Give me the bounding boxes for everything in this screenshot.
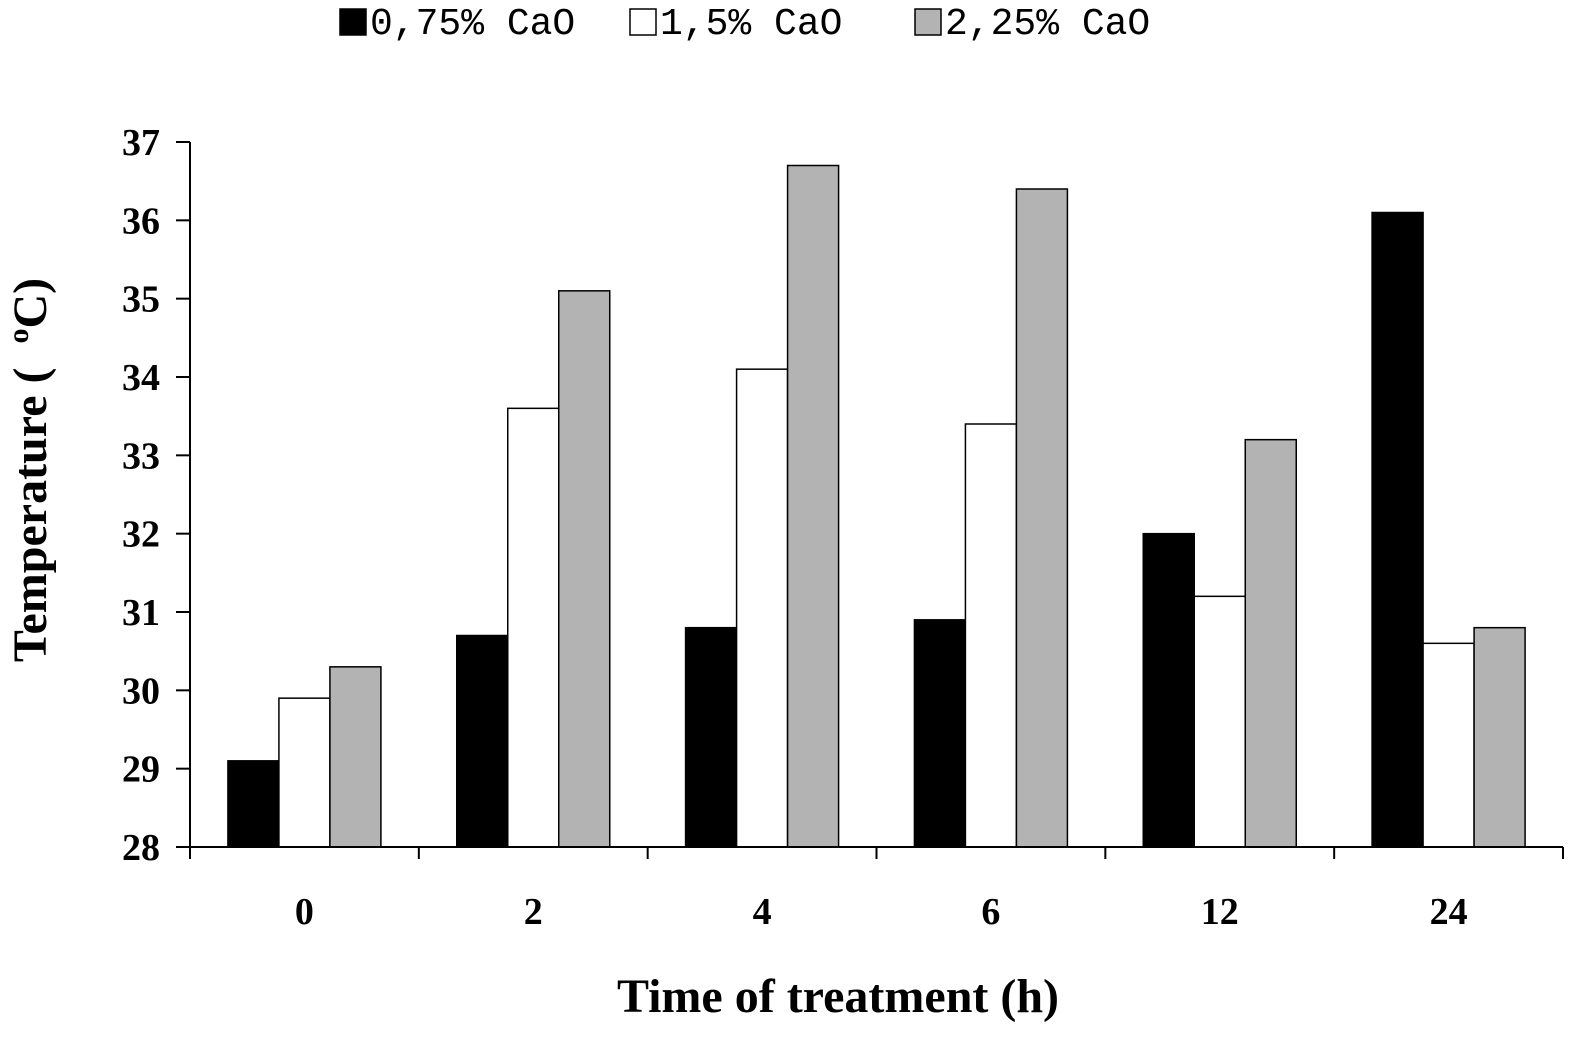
legend-swatch-2: [629, 8, 657, 36]
legend-label-1: 0,75% CaO: [370, 3, 575, 46]
bar-3-24: [1473, 626, 1526, 848]
y-tick-label: 32: [122, 514, 160, 556]
x-tick-labels: 0 2 4 6 12 24: [295, 891, 1468, 933]
bar-3-4: [786, 164, 840, 848]
axes: [176, 141, 1564, 859]
x-tick-label: 6: [981, 891, 1000, 933]
legend-label-2: 1,5% CaO: [660, 3, 842, 46]
y-axis-title-degree: o: [2, 329, 35, 344]
bar-2-4: [735, 368, 789, 848]
y-axis-title: Temperature ( oC): [2, 278, 57, 662]
y-tick-label: 28: [122, 827, 160, 869]
y-tick-label: 29: [122, 749, 160, 791]
bar-1-4: [684, 626, 738, 848]
x-tick-label: 0: [295, 891, 314, 933]
y-axis-title-main: Temperature (: [4, 344, 57, 663]
bars: [227, 164, 1526, 848]
y-tick-label: 36: [122, 200, 160, 242]
bar-2-12: [1193, 595, 1246, 848]
bar-2-0: [278, 697, 331, 848]
y-tick-label: 30: [122, 670, 160, 712]
legend-swatch-1: [339, 8, 367, 36]
bar-3-12: [1244, 438, 1297, 848]
bar-3-2: [558, 290, 611, 848]
bar-3-0: [329, 666, 382, 848]
bar-1-12: [1142, 532, 1195, 848]
x-axis-title: Time of treatment (h): [617, 970, 1059, 1023]
y-tick-label: 31: [122, 592, 160, 634]
x-tick-label: 2: [524, 891, 543, 933]
legend-label-3: 2,25% CaO: [945, 3, 1150, 46]
legend-swatch-3: [914, 8, 942, 36]
x-tick-label: 12: [1201, 891, 1239, 933]
y-tick-label: 33: [122, 435, 160, 477]
y-tick-label: 35: [122, 279, 160, 321]
bar-1-0: [227, 760, 280, 848]
bar-3-6: [1015, 188, 1069, 848]
legend: 0,75% CaO 1,5% CaO 2,25% CaO: [339, 3, 1150, 46]
y-axis-title-unit: C): [4, 278, 57, 329]
x-tick-label: 4: [753, 891, 772, 933]
bar-1-2: [456, 634, 509, 848]
bar-2-6: [964, 423, 1018, 848]
x-tick-label: 24: [1430, 891, 1468, 933]
bar-1-24: [1371, 211, 1424, 848]
y-tick-label: 37: [122, 122, 160, 164]
y-tick-labels: 28 29 30 31 32 33 34 35 36 37: [122, 122, 160, 869]
bar-1-6: [913, 619, 967, 848]
bar-2-24: [1422, 642, 1475, 848]
y-tick-label: 34: [122, 357, 160, 399]
bar-2-2: [507, 407, 560, 848]
